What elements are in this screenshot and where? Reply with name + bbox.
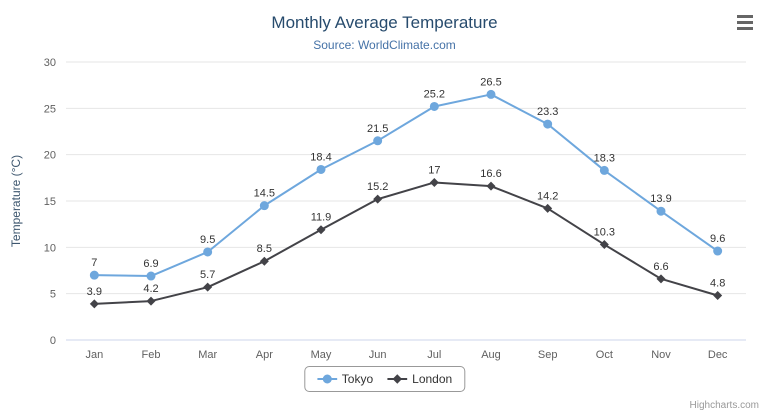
- data-label: 4.8: [710, 278, 725, 290]
- data-label: 14.2: [537, 190, 558, 202]
- x-axis-tick-label: Nov: [651, 349, 671, 361]
- x-axis-tick-label: Jun: [369, 349, 387, 361]
- data-point-tokyo[interactable]: [713, 246, 723, 256]
- data-label: 9.6: [710, 233, 725, 245]
- data-label: 11.9: [311, 212, 332, 224]
- data-point-tokyo[interactable]: [316, 164, 326, 174]
- london-series-marker-icon: [387, 374, 408, 384]
- data-label: 6.6: [653, 261, 668, 273]
- x-axis-tick-label: Apr: [256, 349, 273, 361]
- hamburger-icon: [737, 15, 753, 30]
- data-label: 7: [91, 257, 97, 269]
- data-point-tokyo[interactable]: [543, 119, 553, 129]
- data-label: 21.5: [367, 123, 388, 135]
- data-point-london[interactable]: [146, 296, 156, 306]
- data-label: 25.2: [424, 88, 445, 100]
- data-point-tokyo[interactable]: [599, 165, 609, 175]
- y-axis-tick-label: 20: [44, 150, 56, 162]
- data-point-london[interactable]: [486, 181, 496, 191]
- legend-label-tokyo: Tokyo: [341, 372, 374, 386]
- data-point-tokyo[interactable]: [656, 206, 666, 216]
- x-axis-tick-label: Dec: [708, 349, 728, 361]
- data-label: 23.3: [537, 106, 558, 118]
- x-axis-tick-label: Aug: [481, 349, 501, 361]
- data-label: 16.6: [480, 168, 501, 180]
- data-label: 10.3: [594, 227, 615, 239]
- x-axis-tick-label: Jan: [85, 349, 103, 361]
- data-point-london[interactable]: [429, 177, 439, 187]
- y-axis-tick-label: 30: [44, 57, 56, 69]
- data-point-tokyo[interactable]: [373, 136, 383, 146]
- data-label: 17: [428, 164, 440, 176]
- data-label: 9.5: [200, 234, 215, 246]
- data-point-london[interactable]: [259, 256, 269, 266]
- legend-item-tokyo[interactable]: Tokyo: [316, 372, 374, 386]
- legend: Tokyo London: [303, 366, 466, 392]
- data-label: 14.5: [254, 188, 275, 200]
- x-axis-tick-label: Oct: [596, 349, 613, 361]
- data-point-london[interactable]: [599, 240, 609, 250]
- legend-label-london: London: [412, 372, 453, 386]
- data-point-london[interactable]: [373, 194, 383, 204]
- data-point-london[interactable]: [203, 282, 213, 292]
- data-point-london[interactable]: [89, 299, 99, 309]
- series-line-london: [93, 181, 719, 305]
- context-menu-button[interactable]: [733, 12, 757, 34]
- data-point-tokyo[interactable]: [203, 247, 213, 257]
- y-axis-tick-label: 5: [50, 289, 56, 301]
- y-axis-tick-label: 10: [44, 242, 56, 254]
- data-label: 18.4: [310, 151, 331, 163]
- data-point-london[interactable]: [543, 203, 553, 213]
- x-axis-tick-label: May: [311, 349, 332, 361]
- data-point-tokyo[interactable]: [89, 270, 99, 280]
- data-point-london[interactable]: [656, 274, 666, 284]
- x-axis-tick-label: Sep: [538, 349, 558, 361]
- data-point-tokyo[interactable]: [486, 89, 496, 99]
- chart-title: Monthly Average Temperature: [271, 13, 498, 32]
- data-point-tokyo[interactable]: [429, 101, 439, 111]
- data-label: 3.9: [87, 286, 102, 298]
- data-point-tokyo[interactable]: [259, 201, 269, 211]
- data-label: 15.2: [367, 181, 388, 193]
- y-axis-tick-label: 15: [44, 196, 56, 208]
- x-axis-tick-label: Feb: [142, 349, 161, 361]
- series-line-tokyo: [93, 93, 719, 278]
- y-axis-tick-label: 0: [50, 335, 56, 347]
- data-label: 13.9: [650, 193, 671, 205]
- x-axis-tick-label: Mar: [198, 349, 217, 361]
- y-axis-title: Temperature (°C): [9, 155, 23, 247]
- legend-item-london[interactable]: London: [387, 372, 452, 386]
- data-label: 26.5: [480, 76, 501, 88]
- data-point-london[interactable]: [713, 291, 723, 301]
- data-label: 8.5: [257, 243, 272, 255]
- data-label: 4.2: [143, 283, 158, 295]
- credits-link[interactable]: Highcharts.com: [689, 400, 759, 411]
- data-point-tokyo[interactable]: [146, 271, 156, 281]
- data-label: 18.3: [594, 152, 615, 164]
- data-label: 6.9: [143, 258, 158, 270]
- data-point-london[interactable]: [316, 225, 326, 235]
- y-axis-tick-label: 25: [44, 103, 56, 115]
- data-label: 5.7: [200, 269, 215, 281]
- tokyo-series-marker-icon: [316, 374, 337, 384]
- x-axis-tick-label: Jul: [427, 349, 441, 361]
- chart-subtitle[interactable]: Source: WorldClimate.com: [313, 38, 456, 52]
